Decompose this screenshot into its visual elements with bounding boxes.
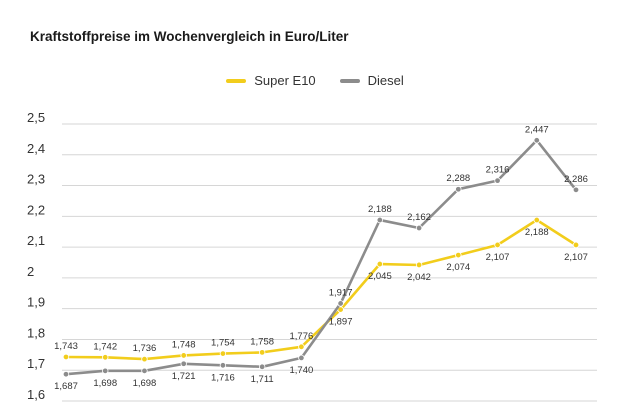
data-label-super: 2,042 bbox=[407, 272, 431, 283]
data-point-super bbox=[141, 355, 148, 363]
data-label-diesel: 1,716 bbox=[211, 372, 235, 383]
data-label-super: 2,107 bbox=[486, 252, 510, 263]
data-label-diesel: 2,188 bbox=[368, 204, 392, 215]
data-label-diesel: 1,740 bbox=[289, 365, 313, 376]
data-point-super bbox=[180, 352, 187, 359]
data-label-diesel: 1,698 bbox=[93, 378, 117, 389]
data-label-diesel: 2,162 bbox=[407, 212, 431, 223]
legend-item-super: Super E10 bbox=[226, 73, 316, 88]
data-point-diesel bbox=[533, 137, 540, 144]
data-point-diesel bbox=[180, 360, 187, 367]
data-label-super: 1,776 bbox=[289, 331, 313, 342]
chart-legend: Super E10 Diesel bbox=[0, 73, 630, 88]
y-tick-label: 1,7 bbox=[27, 356, 45, 371]
data-label-super: 1,897 bbox=[329, 317, 353, 328]
data-label-diesel: 2,316 bbox=[486, 165, 510, 176]
data-label-diesel: 2,447 bbox=[525, 124, 549, 135]
y-tick-label: 2,5 bbox=[27, 110, 45, 125]
data-label-super: 2,107 bbox=[564, 252, 588, 263]
data-label-diesel: 1,698 bbox=[133, 378, 157, 389]
data-point-super bbox=[455, 251, 462, 259]
data-label-super: 1,758 bbox=[250, 336, 274, 347]
data-point-diesel bbox=[337, 300, 344, 307]
y-tick-label: 1,8 bbox=[27, 325, 45, 340]
data-label-super: 1,754 bbox=[211, 338, 235, 349]
legend-swatch-diesel bbox=[339, 78, 360, 83]
data-label-diesel: 1,711 bbox=[251, 374, 274, 385]
data-point-super bbox=[258, 349, 266, 356]
data-label-diesel: 2,286 bbox=[564, 174, 588, 185]
data-point-diesel bbox=[258, 363, 266, 371]
data-point-super bbox=[337, 306, 344, 313]
chart-title: Kraftstoffpreise im Wochenvergleich in E… bbox=[30, 29, 349, 44]
y-tick-label: 1,9 bbox=[27, 295, 45, 310]
data-point-super bbox=[415, 261, 423, 269]
data-point-diesel bbox=[141, 367, 148, 375]
data-label-super: 1,748 bbox=[172, 339, 196, 350]
y-tick-label: 2 bbox=[27, 264, 34, 279]
data-label-diesel: 2,288 bbox=[446, 173, 470, 184]
legend-label-super: Super E10 bbox=[254, 73, 316, 88]
y-tick-label: 2,4 bbox=[27, 141, 45, 156]
data-label-super: 2,045 bbox=[368, 271, 392, 282]
series-line-diesel bbox=[64, 139, 578, 376]
series-line-super bbox=[64, 218, 578, 361]
data-label-diesel: 1,687 bbox=[54, 381, 78, 392]
data-point-diesel bbox=[298, 354, 305, 362]
y-tick-label: 2,1 bbox=[27, 233, 45, 248]
data-point-super bbox=[298, 343, 305, 351]
data-point-diesel bbox=[415, 224, 423, 232]
data-point-super bbox=[62, 353, 70, 361]
data-label-super: 2,188 bbox=[525, 227, 549, 238]
data-point-super bbox=[376, 260, 384, 268]
data-label-super: 2,074 bbox=[446, 262, 470, 273]
data-point-diesel bbox=[102, 367, 109, 375]
legend-swatch-super bbox=[226, 78, 247, 83]
data-point-super bbox=[572, 241, 580, 249]
data-point-super bbox=[219, 350, 227, 357]
data-label-super: 1,736 bbox=[133, 343, 157, 354]
data-point-diesel bbox=[572, 186, 580, 194]
data-label-super: 1,743 bbox=[54, 341, 78, 352]
data-label-super: 1,742 bbox=[93, 341, 117, 352]
data-point-super bbox=[102, 354, 109, 361]
data-point-diesel bbox=[219, 362, 227, 369]
data-point-diesel bbox=[376, 216, 384, 224]
data-label-diesel: 1,721 bbox=[172, 371, 196, 382]
legend-label-diesel: Diesel bbox=[367, 73, 404, 88]
legend-item-diesel: Diesel bbox=[339, 73, 404, 88]
data-point-diesel bbox=[494, 177, 501, 184]
data-point-super bbox=[533, 216, 540, 224]
y-tick-label: 2,3 bbox=[27, 172, 45, 187]
y-tick-label: 2,2 bbox=[27, 202, 45, 217]
y-tick-label: 1,6 bbox=[27, 387, 45, 402]
data-point-diesel bbox=[62, 371, 70, 378]
data-label-diesel: 1,917 bbox=[329, 287, 353, 298]
data-point-diesel bbox=[455, 186, 462, 193]
data-point-super bbox=[494, 241, 501, 249]
